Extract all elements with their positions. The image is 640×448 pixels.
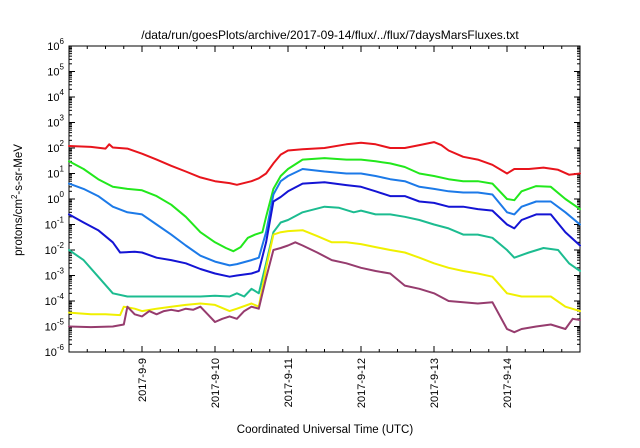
y-tick-label: 100 [47,190,64,206]
y-tick-base: 10 [47,143,59,155]
series-line-6 [68,229,581,317]
chart-title: /data/run/goesPlots/archive/2017-09-14/f… [141,28,519,42]
y-tick-exponent: -2 [57,241,65,250]
y-tick-exponent: 2 [60,139,65,148]
y-tick-exponent: -6 [57,343,65,352]
x-tick-label: 2017-9-10 [210,358,222,408]
y-tick-exponent: 6 [60,37,65,46]
y-tick-base: 10 [45,245,57,257]
y-tick-label: 10-4 [45,292,65,308]
series-line-3 [68,168,581,267]
y-axis-label: protons/cm2-s-sr-MeV [10,144,25,256]
y-tick-exponent: -4 [57,292,65,301]
series-line-2 [68,157,581,253]
series-line-1 [68,141,581,186]
x-tick-label: 2017-9-9 [137,358,149,402]
y-tick-base: 10 [45,322,57,334]
y-tick-label: 104 [47,88,64,104]
y-tick-exponent: -1 [57,216,65,225]
x-tick-label: 2017-9-14 [502,358,514,408]
y-tick-exponent: 0 [60,190,65,199]
series-line-5 [68,205,581,298]
y-tick-exponent: 5 [60,63,65,72]
y-tick-base: 10 [45,271,57,283]
plot-frame [68,45,581,353]
y-tick-label: 10-6 [45,343,65,359]
y-tick-base: 10 [45,220,57,232]
y-axis: 10-610-510-410-310-210-11001011021031041… [45,37,580,359]
y-tick-label: 106 [47,37,64,53]
y-tick-base: 10 [45,347,57,359]
y-tick-base: 10 [47,118,59,130]
y-tick-base: 10 [47,67,59,79]
y-tick-exponent: 1 [60,165,65,174]
y-tick-base: 10 [47,41,59,53]
y-tick-base: 10 [47,169,59,181]
y-tick-label: 102 [47,139,64,155]
y-tick-label: 10-3 [45,267,65,283]
x-axis: 2017-9-9 2017-9-10 2017-9-11 2017-9-12 2017-… [86,46,563,408]
y-tick-label: 103 [47,114,64,130]
y-tick-label: 10-2 [45,241,65,257]
y-tick-label: 10-5 [45,318,65,334]
x-tick-label: 2017-9-11 [283,358,295,407]
x-axis-label: Coordinated Universal Time (UTC) [237,424,414,436]
x-tick-label: 2017-9-13 [429,358,441,408]
y-tick-exponent: 3 [60,114,65,123]
series-layer [68,141,581,334]
y-tick-label: 105 [47,63,64,79]
y-tick-exponent: 4 [60,88,65,97]
y-tick-exponent: -5 [57,318,65,327]
y-tick-base: 10 [47,92,59,104]
y-tick-label: 101 [47,165,64,181]
x-tick-label: 2017-9-12 [356,358,368,408]
y-tick-base: 10 [47,194,59,206]
series-line-7 [68,241,581,334]
y-tick-exponent: -3 [57,267,65,276]
y-tick-label: 10-1 [45,216,65,232]
y-tick-base: 10 [45,296,57,308]
series-line-4 [68,181,581,278]
